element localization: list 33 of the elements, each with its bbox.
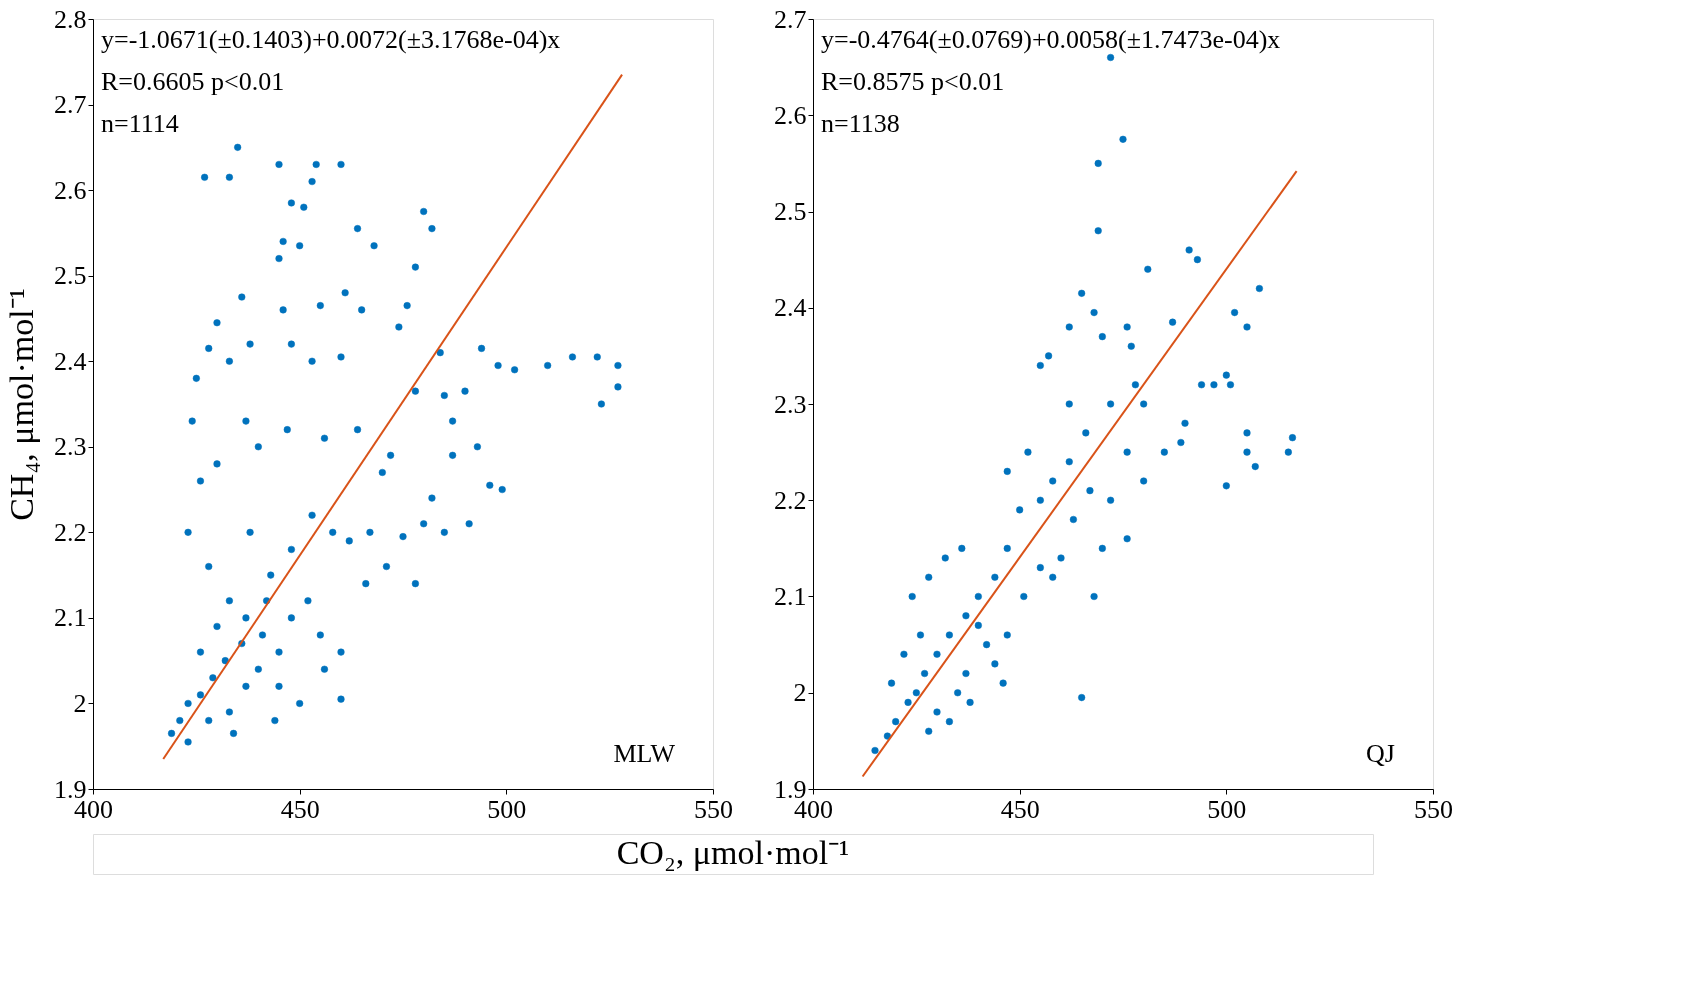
annotation: n=1138 xyxy=(821,109,900,138)
annotation: y=-0.4764(±0.0769)+0.0058(±1.7473e-04)x xyxy=(821,25,1281,54)
y-tick-label: 2.1 xyxy=(54,603,87,633)
x-tick-label: 550 xyxy=(694,794,733,824)
y-tick-label: 2 xyxy=(73,688,87,718)
y-tick-label: 2.4 xyxy=(54,346,87,376)
y-tick-label: 2.8 xyxy=(54,4,87,34)
y-tick-label: 2.5 xyxy=(774,197,807,226)
x-tick-label: 500 xyxy=(487,794,527,824)
y-tick-label: 2.2 xyxy=(774,485,807,515)
annotation: y=-1.0671(±0.1403)+0.0072(±3.1768e-04)x xyxy=(101,25,561,54)
y-axis-title: CH₄, μmol·mol⁻¹ xyxy=(3,288,40,521)
annotation: R=0.8575 p<0.01 xyxy=(821,67,1005,96)
y-tick-label: 2.7 xyxy=(54,90,87,120)
y-tick-label: 2.1 xyxy=(774,582,807,611)
annotation: QJ xyxy=(1366,739,1395,768)
y-tick-label: 2 xyxy=(793,678,807,708)
y-tick-label: 2.3 xyxy=(774,389,807,419)
x-tick-label: 450 xyxy=(1000,794,1040,824)
y-tick-label: 2.3 xyxy=(54,432,87,462)
y-tick-label: 2.5 xyxy=(54,261,87,291)
y-tick-label: 2.6 xyxy=(774,100,807,130)
y-tick-label: 2.6 xyxy=(54,175,87,205)
annotation: R=0.6605 p<0.01 xyxy=(101,67,285,96)
annotation: MLW xyxy=(613,739,676,768)
y-tick-label: 2.4 xyxy=(774,293,807,323)
x-axis-title: CO₂, μmol·mol⁻¹ xyxy=(616,834,850,871)
x-tick-label: 500 xyxy=(1207,794,1247,824)
x-tick-label: 450 xyxy=(280,794,320,824)
y-tick-label: 2.7 xyxy=(774,4,807,34)
y-tick-label: 2.2 xyxy=(54,517,87,547)
annotation: n=1114 xyxy=(101,109,179,138)
x-tick-label: 550 xyxy=(1414,794,1453,824)
